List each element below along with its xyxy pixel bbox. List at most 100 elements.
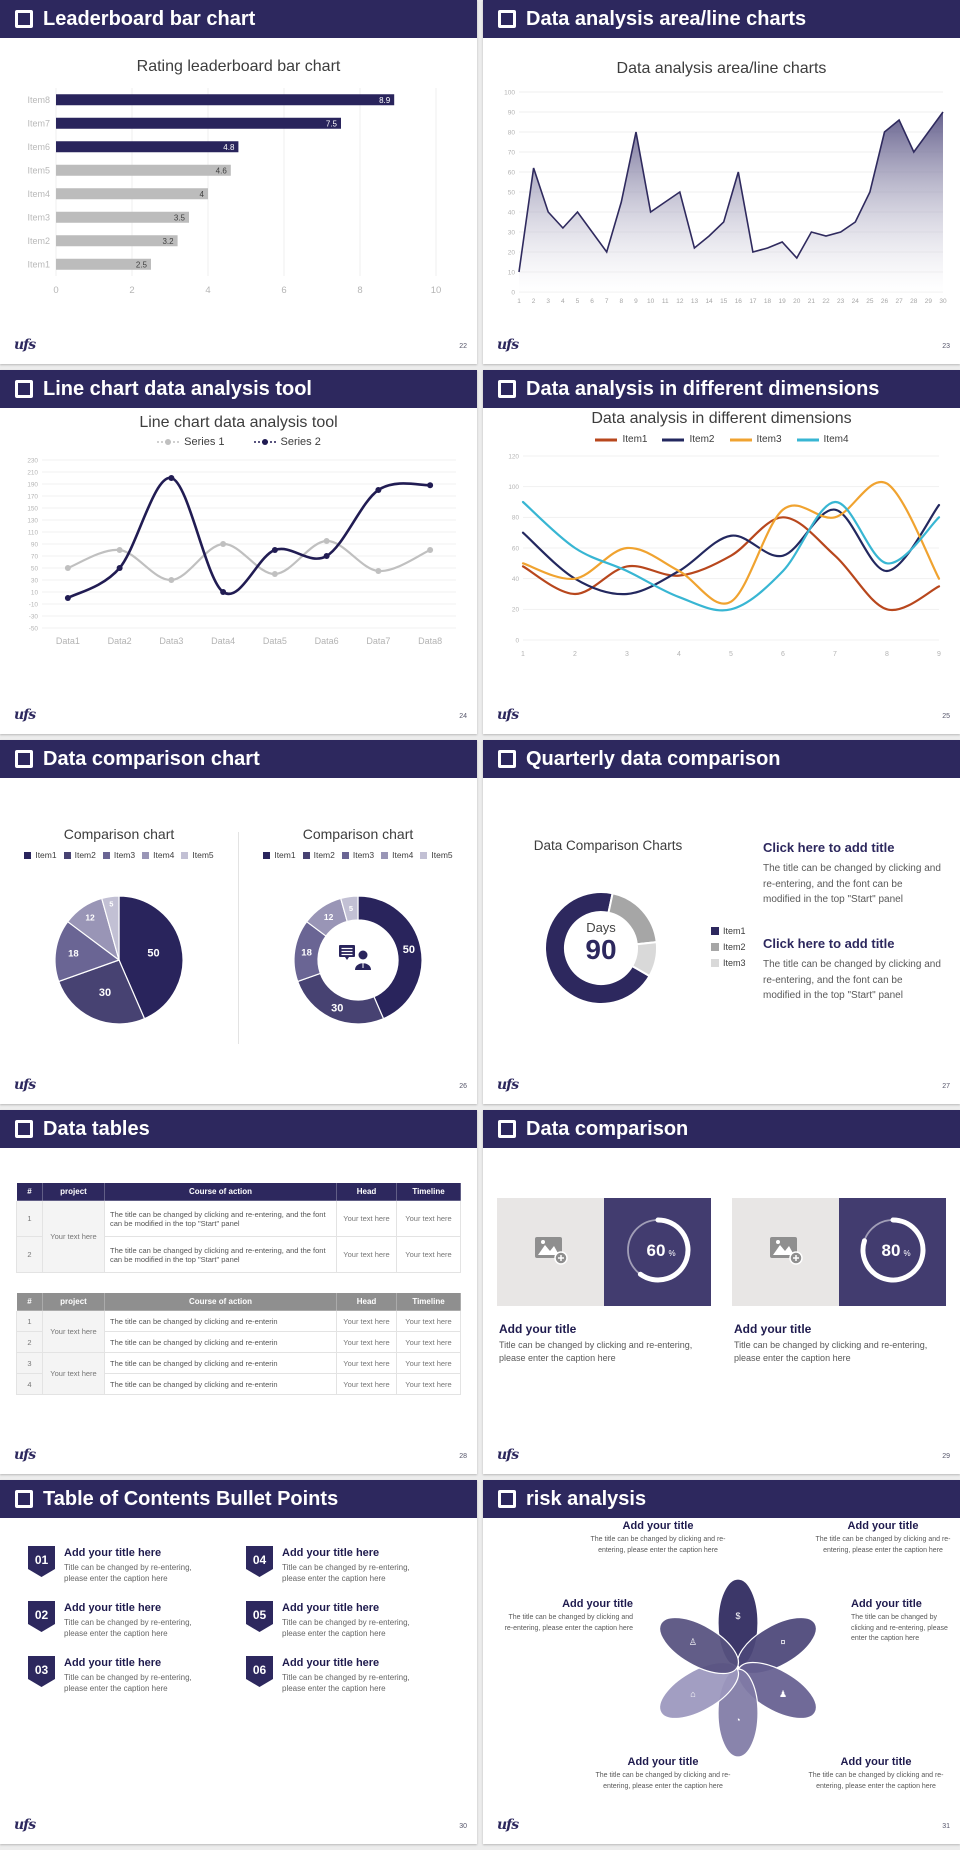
image-placeholder xyxy=(497,1198,604,1306)
svg-text:30: 30 xyxy=(939,298,947,305)
svg-text:110: 110 xyxy=(28,529,39,536)
table-header-cell: Course of action xyxy=(104,1292,337,1311)
risk-item-caption: The title can be changed by clicking and… xyxy=(815,1536,951,1554)
chart-legend: Item1 Item2 Item3 xyxy=(711,926,781,968)
table-cell: The title can be changed by clicking and… xyxy=(104,1236,337,1273)
page-number: 31 xyxy=(942,1823,950,1830)
toc-number-badge: 02 xyxy=(28,1601,55,1632)
slide-header-title: Leaderboard bar chart xyxy=(43,7,256,30)
donut-slice xyxy=(630,941,658,978)
svg-text:5: 5 xyxy=(576,298,580,305)
slide-thumbnail-22[interactable]: Leaderboard bar chart Rating leaderboard… xyxy=(0,0,477,364)
table-cell: 1 xyxy=(16,1310,43,1332)
svg-text:40: 40 xyxy=(508,210,516,217)
svg-text:3.5: 3.5 xyxy=(174,213,186,222)
line-chart-svg: 0 20 40 60 80 100 120 1 2 3 4 5 6 7 8 9 xyxy=(508,453,941,658)
bar xyxy=(56,235,178,247)
svg-text:6: 6 xyxy=(281,285,286,296)
line-chart-svg: -50 -30 -10 10 30 50 70 90 110 130 150 170 190 210 230… xyxy=(27,457,456,646)
table-cell: Your text here xyxy=(336,1200,397,1237)
svg-text:10: 10 xyxy=(508,270,516,277)
table-cell: Your text here xyxy=(336,1310,397,1332)
toc-item-title: Add your title here xyxy=(282,1602,380,1614)
slide-thumbnail-30[interactable]: Table of Contents Bullet Points ufs 30 0… xyxy=(0,1480,477,1844)
table-cell: The title can be changed by clicking and… xyxy=(104,1310,337,1332)
slide-thumbnail-27[interactable]: Quarterly data comparison Data Compariso… xyxy=(483,740,960,1104)
toc-item-caption: Title can be changed by re-entering, ple… xyxy=(64,1563,192,1584)
svg-text:4.8: 4.8 xyxy=(223,143,235,152)
svg-text:Item8: Item8 xyxy=(27,95,50,105)
toc-number-badge: 01 xyxy=(28,1546,55,1577)
card-caption: Title can be changed by clicking and re-… xyxy=(499,1340,693,1364)
svg-text:2.5: 2.5 xyxy=(136,260,148,269)
panel-title: Comparison chart xyxy=(63,826,175,842)
svg-text:Data7: Data7 xyxy=(366,636,390,646)
svg-text:24: 24 xyxy=(852,298,860,305)
bar xyxy=(56,141,239,153)
square-bullet-icon xyxy=(498,750,516,768)
svg-text:50: 50 xyxy=(403,944,415,956)
risk-item-title: Add your title xyxy=(627,1756,699,1768)
table-cell: 4 xyxy=(16,1373,43,1395)
square-bullet-icon xyxy=(498,380,516,398)
risk-item: Add your title The title can be changed b… xyxy=(583,1520,733,1556)
toc-number-badge: 04 xyxy=(246,1546,273,1577)
svg-text:4: 4 xyxy=(561,298,565,305)
svg-text:Data2: Data2 xyxy=(108,636,132,646)
legend-item: Item2 xyxy=(662,434,715,445)
table-header-cell: project xyxy=(42,1292,105,1311)
risk-item: Add your title The title can be changed b… xyxy=(851,1598,953,1645)
add-image-icon xyxy=(533,1234,569,1271)
svg-text:4: 4 xyxy=(677,651,681,658)
svg-text:130: 130 xyxy=(27,517,38,524)
svg-text:Data3: Data3 xyxy=(159,636,183,646)
slide-header: Data comparison chart xyxy=(0,740,477,778)
slide-thumbnail-24[interactable]: Line chart data analysis tool Line chart… xyxy=(0,370,477,734)
svg-text:50: 50 xyxy=(147,948,159,960)
area-chart: 0 10 20 30 40 50 60 70 80 90 100 1 2 3 4 5 6 7 8 9 10 11 12 13 1… xyxy=(489,84,953,315)
svg-text:12: 12 xyxy=(85,913,95,923)
svg-text:6: 6 xyxy=(781,651,785,658)
legend-item: Item2 xyxy=(302,850,335,860)
svg-text:2: 2 xyxy=(532,298,536,305)
slide-thumbnail-25[interactable]: Data analysis in different dimensions Da… xyxy=(483,370,960,734)
svg-text:80: 80 xyxy=(508,130,516,137)
svg-text:60: 60 xyxy=(508,170,516,177)
page-number: 25 xyxy=(942,713,950,720)
svg-text:20: 20 xyxy=(793,298,801,305)
svg-text:25: 25 xyxy=(866,298,874,305)
slide-thumbnail-31[interactable]: risk analysis $ ¤ ♟ ◔ ⌂ ♙ ufs 31 Add your tit… xyxy=(483,1480,960,1844)
slide-thumbnail-28[interactable]: Data tables # project Course of action Head… xyxy=(0,1110,477,1474)
slide-thumbnail-23[interactable]: Data analysis area/line charts Data anal… xyxy=(483,0,960,364)
brand-logo: ufs xyxy=(497,1447,519,1463)
risk-item-caption: The title can be changed by clicking and… xyxy=(590,1536,726,1554)
toc-item-title: Add your title here xyxy=(64,1602,162,1614)
bar xyxy=(56,164,231,176)
svg-text:12: 12 xyxy=(324,912,334,922)
chart-title: Data analysis in different dimensions xyxy=(591,410,852,427)
money-bag-icon: $ xyxy=(735,1611,740,1621)
svg-text:11: 11 xyxy=(662,298,669,305)
legend-item: Series 2 xyxy=(253,436,321,448)
table-header-cell: project xyxy=(42,1182,105,1201)
legend-item: Item2 xyxy=(711,942,746,952)
svg-text:12: 12 xyxy=(676,298,684,305)
progress-ring-80: 80% xyxy=(851,1208,935,1297)
brand-logo: ufs xyxy=(14,337,36,353)
slide-header-title: Line chart data analysis tool xyxy=(43,377,312,400)
slide-thumbnail-26[interactable]: Data comparison chart Comparison chart C… xyxy=(0,740,477,1104)
chart-legend: Item1 Item2 Item3 Item4 xyxy=(483,434,960,445)
pie-slice xyxy=(339,895,359,923)
toc-item-title: Add your title here xyxy=(282,1657,380,1669)
svg-text:-10: -10 xyxy=(29,601,39,608)
stat-card: 80% xyxy=(732,1198,946,1306)
svg-text:%: % xyxy=(903,1249,910,1258)
svg-text:18: 18 xyxy=(764,298,772,305)
donut-chart: 50 30 18 12 5 xyxy=(239,868,477,1049)
svg-text:1: 1 xyxy=(521,651,525,658)
legend-item: Item1 xyxy=(595,434,648,445)
risk-item-caption: The title can be changed by clicking and… xyxy=(808,1772,944,1790)
slide-thumbnail-29[interactable]: Data comparison 60% 80% Add your title T… xyxy=(483,1110,960,1474)
svg-text:80: 80 xyxy=(881,1241,900,1260)
slide-header: Quarterly data comparison xyxy=(483,740,960,778)
